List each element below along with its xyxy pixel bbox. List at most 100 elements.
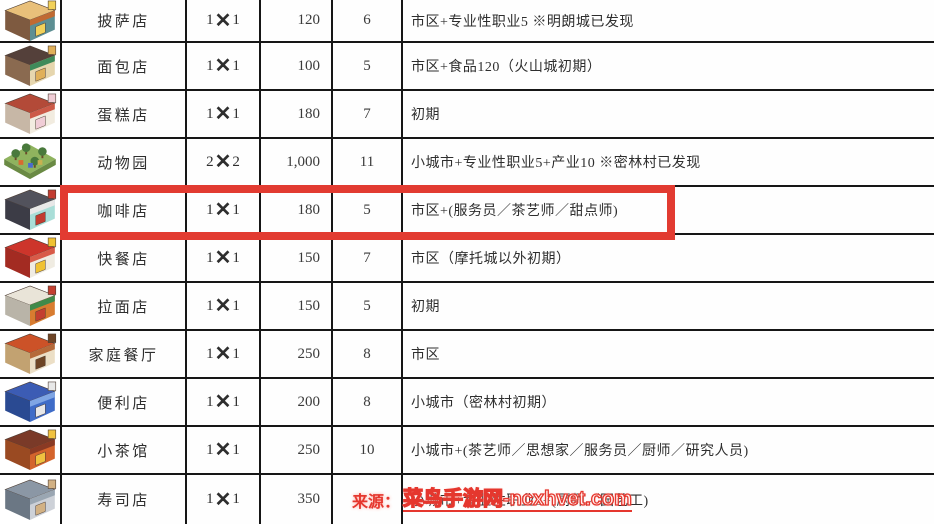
shop-name-cell: 小茶馆 [62, 427, 187, 473]
cost-cell: 350 [261, 475, 333, 524]
condition-cell: 小城市+专业性职业8+(厨师／园艺工) [411, 493, 649, 509]
count-cell: 6 [333, 0, 403, 41]
size-digit: 1 [206, 57, 214, 74]
size-digit: 1 [232, 441, 240, 458]
size-digit: 1 [206, 393, 214, 410]
size-digit: 1 [206, 441, 214, 458]
multiply-glyph: ✕ [214, 9, 232, 32]
family-restaurant-icon [0, 331, 62, 377]
multiply-glyph: ✕ [214, 391, 232, 413]
table-row: 小茶馆 1 ✕ 1 250 10 小城市+(茶艺师／思想家／服务员／厨师／研究人员) [0, 427, 934, 475]
size-digit: 1 [206, 297, 214, 314]
size-cell: 1 ✕ 1 [187, 475, 261, 524]
size-digit: 1 [232, 105, 240, 122]
watermark-site: 菜鸟手游网-ncxhvet.com [402, 487, 633, 512]
shop-name-cell: 便利店 [62, 379, 187, 425]
size-digit: 1 [206, 345, 214, 362]
shop-name-cell: 寿司店 [62, 475, 187, 524]
condition-cell: 市区+专业性职业5 ※明朗城已发现 [411, 14, 634, 30]
table-row: 快餐店 1 ✕ 1 150 7 市区（摩托城以外初期） [0, 235, 934, 283]
size-cell: 1 ✕ 1 [187, 187, 261, 233]
cost-cell: 1,000 [261, 139, 333, 185]
table-row: 便利店 1 ✕ 1 200 8 小城市（密林村初期） [0, 379, 934, 427]
size-digit: 1 [232, 345, 240, 362]
sushi-shop-icon [0, 475, 62, 524]
condition-cell: 小城市+(茶艺师／思想家／服务员／厨师／研究人员) [411, 444, 749, 459]
cost-cell: 120 [261, 0, 333, 41]
tea-house-icon [0, 427, 62, 473]
multiply-glyph: ✕ [214, 247, 232, 269]
bakery-icon [0, 43, 62, 89]
pizza-shop-icon [0, 0, 62, 41]
size-digit: 2 [232, 153, 240, 170]
size-digit: 1 [232, 12, 240, 28]
cost-cell: 150 [261, 283, 333, 329]
size-digit: 2 [206, 153, 214, 170]
count-cell: 5 [333, 43, 403, 89]
condition-cell: 初期 [411, 108, 440, 123]
multiply-glyph: ✕ [214, 151, 232, 173]
ramen-shop-icon [0, 283, 62, 329]
fast-food-icon [0, 235, 62, 281]
size-digit: 1 [232, 297, 240, 314]
condition-cell: 市区+(服务员／茶艺师／甜点师) [411, 204, 619, 219]
size-digit: 1 [206, 12, 214, 28]
size-digit: 1 [206, 491, 214, 507]
multiply-glyph: ✕ [214, 343, 232, 365]
zoo-icon [0, 139, 62, 185]
cost-cell: 250 [261, 427, 333, 473]
multiply-glyph: ✕ [214, 199, 232, 221]
count-cell: 5 [333, 283, 403, 329]
count-cell [333, 475, 403, 524]
multiply-glyph: ✕ [214, 295, 232, 317]
shop-name-cell: 咖啡店 [62, 187, 187, 233]
size-digit: 1 [232, 57, 240, 74]
shop-name-cell: 快餐店 [62, 235, 187, 281]
table-row: 拉面店 1 ✕ 1 150 5 初期 [0, 283, 934, 331]
size-digit: 1 [232, 491, 240, 507]
multiply-glyph: ✕ [214, 103, 232, 125]
multiply-glyph: ✕ [214, 488, 232, 511]
size-digit: 1 [232, 393, 240, 410]
table-row: 动物园 2 ✕ 2 1,000 11 小城市+专业性职业5+产业10 ※密林村已发现 [0, 139, 934, 187]
multiply-glyph: ✕ [214, 55, 232, 77]
condition-cell: 小城市+专业性职业5+产业10 ※密林村已发现 [411, 156, 701, 171]
cost-cell: 200 [261, 379, 333, 425]
table-row: 蛋糕店 1 ✕ 1 180 7 初期 [0, 91, 934, 139]
size-cell: 1 ✕ 1 [187, 331, 261, 377]
shop-name-cell: 家庭餐厅 [62, 331, 187, 377]
count-cell: 5 [333, 187, 403, 233]
table-row: 披萨店 1 ✕ 1 120 6 市区+专业性职业5 ※明朗城已发现 [0, 0, 934, 43]
size-cell: 1 ✕ 1 [187, 91, 261, 137]
cost-cell: 180 [261, 91, 333, 137]
watermark: 来源： 菜鸟手游网-ncxhvet.com [352, 487, 633, 512]
size-digit: 1 [232, 249, 240, 266]
cost-cell: 150 [261, 235, 333, 281]
count-cell: 10 [333, 427, 403, 473]
size-cell: 1 ✕ 1 [187, 283, 261, 329]
cake-shop-icon [0, 91, 62, 137]
size-cell: 1 ✕ 1 [187, 235, 261, 281]
size-cell: 1 ✕ 1 [187, 379, 261, 425]
size-cell: 1 ✕ 1 [187, 0, 261, 41]
count-cell: 8 [333, 379, 403, 425]
table-row: 寿司店 1 ✕ 1 350 小城市+专业性职业8+(厨师／园艺工) [0, 475, 934, 524]
multiply-glyph: ✕ [214, 439, 232, 461]
shop-name-cell: 动物园 [62, 139, 187, 185]
cost-cell: 180 [261, 187, 333, 233]
count-cell: 7 [333, 91, 403, 137]
condition-cell: 小城市（密林村初期） [411, 396, 556, 411]
size-digit: 1 [232, 201, 240, 218]
table-row: 面包店 1 ✕ 1 100 5 市区+食品120（火山城初期） [0, 43, 934, 91]
table-row: 咖啡店 1 ✕ 1 180 5 市区+(服务员／茶艺师／甜点师) [0, 187, 934, 235]
size-digit: 1 [206, 201, 214, 218]
cost-cell: 100 [261, 43, 333, 89]
condition-cell: 市区 [411, 348, 440, 363]
coffee-shop-icon [0, 187, 62, 233]
size-cell: 1 ✕ 1 [187, 427, 261, 473]
size-digit: 1 [206, 105, 214, 122]
count-cell: 11 [333, 139, 403, 185]
table-row: 家庭餐厅 1 ✕ 1 250 8 市区 [0, 331, 934, 379]
